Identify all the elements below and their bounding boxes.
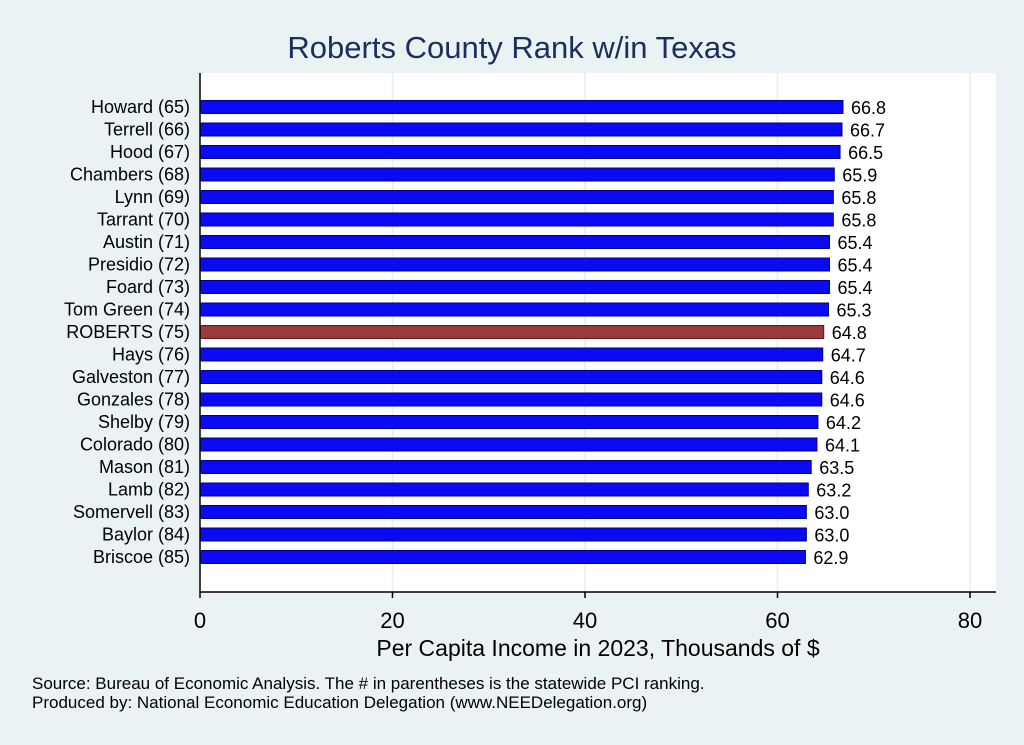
category-label: Foard (73): [106, 277, 190, 297]
value-label: 64.1: [825, 436, 860, 456]
x-tick-label: 80: [958, 608, 982, 633]
category-label: Presidio (72): [88, 255, 190, 275]
value-label: 63.0: [814, 503, 849, 523]
x-ticks: 0 20 40 60 80: [194, 592, 982, 633]
bar: [199, 527, 807, 542]
value-label: 65.4: [837, 278, 872, 298]
axes: [199, 73, 996, 593]
bar: [199, 325, 825, 339]
category-label: Shelby (79): [98, 412, 190, 432]
category-label: Tom Green (74): [64, 300, 190, 320]
source-note: Source: Bureau of Economic Analysis. The…: [32, 674, 705, 693]
bar: [199, 392, 823, 407]
value-label: 63.0: [814, 526, 849, 546]
value-label: 65.4: [837, 233, 872, 253]
value-label: 63.2: [816, 481, 851, 501]
bar: [199, 212, 834, 227]
bar: [199, 257, 830, 272]
bar: [199, 415, 819, 429]
bar: [199, 190, 834, 204]
value-label: 65.3: [837, 301, 872, 321]
bar: [199, 370, 823, 384]
category-label: Colorado (80): [80, 435, 190, 455]
category-label: Chambers (68): [70, 165, 190, 185]
bar: [199, 167, 835, 182]
category-label: Baylor (84): [102, 525, 190, 545]
value-label: 65.4: [837, 256, 872, 276]
x-tick-label: 40: [573, 608, 597, 633]
value-label: 64.7: [831, 346, 866, 366]
bar: [199, 122, 843, 137]
category-label: Lynn (69): [115, 187, 190, 207]
x-tick-label: 20: [380, 608, 404, 633]
category-label: Briscoe (85): [93, 547, 190, 567]
value-label: 66.8: [851, 98, 886, 118]
category-label: Terrell (66): [104, 120, 190, 140]
category-label: Lamb (82): [108, 480, 190, 500]
category-label: Howard (65): [91, 97, 190, 117]
bar: [199, 460, 812, 474]
value-label: 66.5: [848, 143, 883, 163]
value-label: 64.6: [830, 368, 865, 388]
value-label: 65.8: [841, 188, 876, 208]
x-axis-title: Per Capita Income in 2023, Thousands of …: [376, 635, 819, 661]
category-label: ROBERTS (75): [66, 322, 190, 342]
value-label: 66.7: [850, 121, 885, 141]
category-label: Hood (67): [110, 142, 190, 162]
bar: [199, 302, 830, 317]
value-labels: 66.866.766.565.965.865.865.465.465.465.3…: [813, 98, 886, 568]
x-tick-label: 0: [194, 608, 206, 633]
bar: [199, 437, 818, 452]
category-label: Tarrant (70): [97, 210, 190, 230]
x-tick-label: 60: [765, 608, 789, 633]
value-label: 65.8: [841, 211, 876, 231]
bar: [199, 235, 830, 249]
category-label: Mason (81): [99, 457, 190, 477]
bar: [199, 280, 830, 294]
bar: [199, 505, 807, 519]
produced-by-note: Produced by: National Economic Education…: [32, 693, 647, 712]
value-label: 64.6: [830, 391, 865, 411]
chart-title: Roberts County Rank w/in Texas: [287, 30, 736, 65]
category-label: Austin (71): [103, 232, 190, 252]
value-label: 62.9: [813, 548, 848, 568]
value-label: 65.9: [842, 166, 877, 186]
bar: [199, 100, 844, 114]
value-label: 64.2: [826, 413, 861, 433]
bar: [199, 145, 841, 159]
category-label: Galveston (77): [72, 367, 190, 387]
value-label: 63.5: [819, 458, 854, 478]
category-label: Hays (76): [112, 345, 190, 365]
bar: [199, 347, 824, 362]
value-label: 64.8: [832, 323, 867, 343]
category-labels: Howard (65) Terrell (66)Hood (67) Chambers…: [64, 97, 190, 567]
category-label: Gonzales (78): [77, 390, 190, 410]
bar: [199, 482, 809, 497]
category-label: Somervell (83): [73, 502, 190, 522]
bars: [199, 100, 844, 564]
bar: [199, 550, 806, 564]
